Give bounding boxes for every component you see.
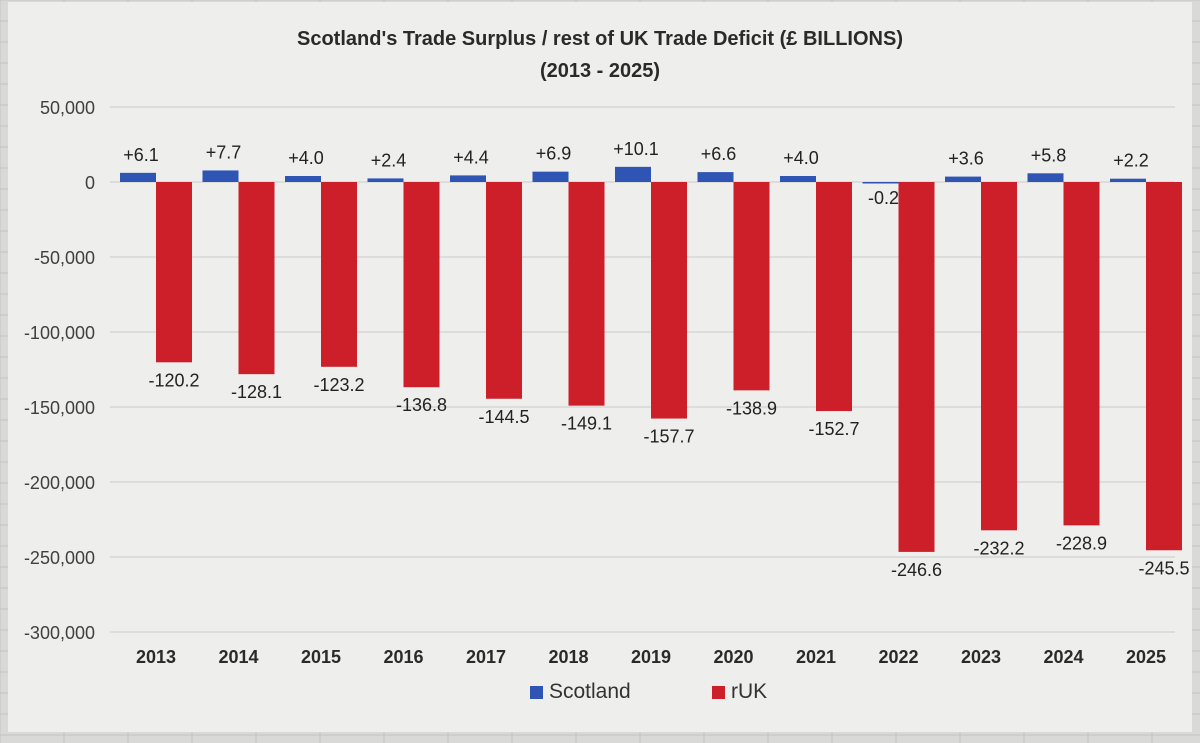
- bar-ruk: [1146, 182, 1182, 551]
- data-label-scotland: +6.9: [536, 144, 572, 164]
- bar-ruk: [568, 182, 605, 406]
- y-tick-label: 50,000: [40, 98, 95, 118]
- y-tick-label: -200,000: [24, 473, 95, 493]
- data-label-ruk: -245.5: [1138, 558, 1189, 578]
- x-tick-label: 2013: [136, 647, 176, 667]
- bar-scotland: [1110, 178, 1146, 182]
- data-label-scotland: +2.2: [1113, 151, 1149, 171]
- x-tick-label: 2020: [713, 647, 753, 667]
- bar-scotland: [285, 176, 321, 182]
- data-label-scotland: +3.6: [948, 149, 984, 169]
- y-tick-label: -150,000: [24, 398, 95, 418]
- bar-scotland: [450, 175, 486, 182]
- y-tick-label: 0: [85, 173, 95, 193]
- legend-item-scotland: Scotland: [530, 680, 631, 704]
- bar-ruk: [403, 182, 440, 388]
- y-tick-label: -250,000: [24, 548, 95, 568]
- legend-label-scotland: Scotland: [549, 680, 631, 703]
- legend-swatch-scotland: [530, 685, 543, 699]
- bar-scotland: [1027, 173, 1064, 182]
- data-label-scotland: +4.0: [288, 148, 324, 168]
- data-label-ruk: -136.8: [396, 395, 447, 415]
- x-tick-label: 2014: [218, 647, 258, 667]
- bar-scotland: [862, 182, 899, 184]
- x-tick-label: 2021: [796, 647, 836, 667]
- bar-ruk: [1063, 182, 1100, 526]
- x-tick-label: 2015: [301, 647, 341, 667]
- data-label-ruk: -157.7: [643, 427, 694, 447]
- bar-ruk: [321, 182, 357, 367]
- bar-scotland: [697, 172, 734, 182]
- data-label-scotland: +2.4: [371, 150, 407, 170]
- data-label-scotland: +6.1: [123, 145, 159, 165]
- bar-ruk: [156, 182, 192, 363]
- legend-item-ruk: rUK: [712, 680, 767, 704]
- x-tick-label: 2023: [961, 647, 1001, 667]
- bar-ruk: [981, 182, 1017, 531]
- data-label-scotland: -0.2: [868, 188, 899, 208]
- data-label-scotland: +4.4: [453, 147, 489, 167]
- data-label-ruk: -123.2: [313, 375, 364, 395]
- data-label-ruk: -232.2: [973, 538, 1024, 558]
- bar-ruk: [238, 182, 275, 375]
- legend-swatch-ruk: [712, 685, 725, 699]
- data-label-ruk: -128.1: [231, 382, 282, 402]
- bar-scotland: [532, 171, 569, 182]
- bar-ruk: [486, 182, 522, 399]
- bar-scotland: [120, 172, 156, 182]
- legend-label-ruk: rUK: [731, 680, 768, 703]
- data-label-scotland: +6.6: [701, 144, 737, 164]
- data-label-scotland: +7.7: [206, 142, 242, 162]
- data-label-scotland: +5.8: [1031, 145, 1067, 165]
- bar-scotland: [202, 170, 239, 182]
- data-label-ruk: -120.2: [148, 370, 199, 390]
- data-label-ruk: -144.5: [478, 407, 529, 427]
- x-tick-label: 2022: [878, 647, 918, 667]
- x-tick-label: 2016: [383, 647, 423, 667]
- data-label-scotland: +10.1: [613, 139, 659, 159]
- bar-scotland: [367, 178, 404, 182]
- y-tick-label: -300,000: [24, 623, 95, 643]
- bar-ruk: [816, 182, 852, 412]
- x-tick-label: 2017: [466, 647, 506, 667]
- data-label-ruk: -152.7: [808, 419, 859, 439]
- data-label-ruk: -246.6: [891, 560, 942, 580]
- bar-scotland: [945, 176, 981, 182]
- chart-title: Scotland's Trade Surplus / rest of UK Tr…: [297, 28, 903, 50]
- x-tick-label: 2019: [631, 647, 671, 667]
- y-tick-label: -100,000: [24, 323, 95, 343]
- y-tick-label: -50,000: [34, 248, 95, 268]
- bar-scotland: [780, 176, 816, 182]
- data-label-ruk: -138.9: [726, 398, 777, 418]
- x-tick-label: 2018: [548, 647, 588, 667]
- chart-subtitle: (2013 - 2025): [539, 60, 661, 82]
- x-tick-label: 2025: [1126, 647, 1166, 667]
- bar-ruk: [898, 182, 935, 552]
- x-tick-label: 2024: [1043, 647, 1083, 667]
- data-label-ruk: -228.9: [1056, 533, 1107, 553]
- bar-ruk: [651, 182, 687, 419]
- bar-scotland: [615, 166, 651, 182]
- data-label-scotland: +4.0: [783, 148, 819, 168]
- bar-ruk: [733, 182, 770, 391]
- data-label-ruk: -149.1: [561, 414, 612, 434]
